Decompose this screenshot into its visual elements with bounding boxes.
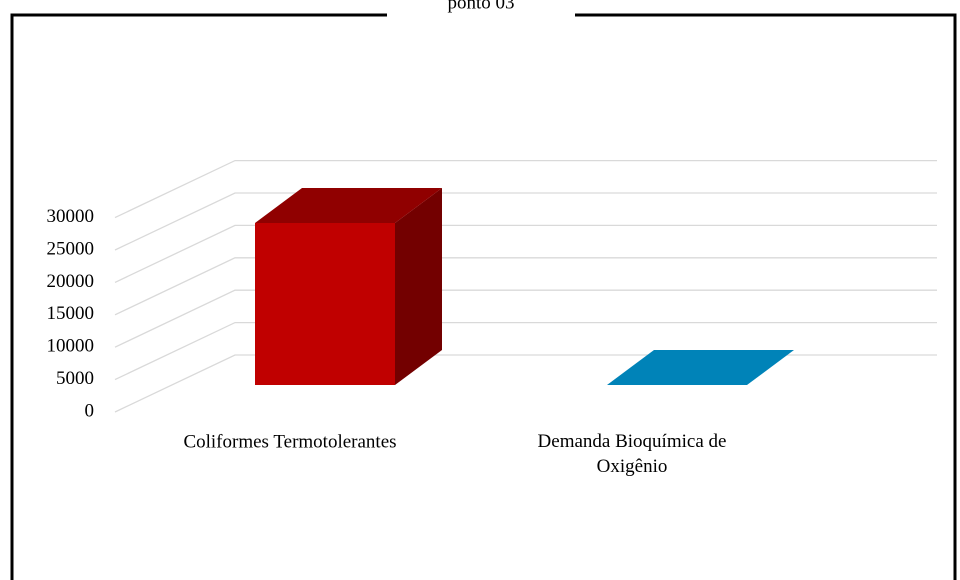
- grid-line: [114, 192, 937, 251]
- grid-line: [114, 321, 937, 381]
- x-tick-label: Demanda Bioquímica de Oxigênio: [538, 431, 727, 477]
- grid-line: [114, 159, 937, 219]
- y-tick-label: 10000: [47, 336, 95, 357]
- y-tick-label: 25000: [47, 238, 95, 259]
- x-tick-label: Coliformes Termotolerantes: [183, 431, 396, 452]
- chart-title: ponto 03: [447, 0, 514, 13]
- bar-side: [395, 188, 442, 385]
- y-tick-label: 0: [85, 400, 95, 421]
- bar-top: [607, 350, 794, 385]
- grid-line: [114, 289, 937, 348]
- x-tick-label-line: Demanda Bioquímica de: [538, 431, 727, 452]
- bar-top: [255, 188, 442, 223]
- y-tick-label: 15000: [47, 303, 95, 324]
- bar: [607, 350, 794, 385]
- grid-line: [114, 257, 937, 316]
- grid-line: [114, 224, 937, 283]
- grid-line: [114, 354, 937, 413]
- y-tick-label: 5000: [56, 368, 94, 389]
- chart-frame: [10, 13, 957, 580]
- bar-front: [255, 223, 395, 385]
- x-tick-label-line: Oxigênio: [597, 456, 668, 477]
- y-tick-label: 30000: [47, 206, 95, 227]
- bar: [255, 188, 442, 385]
- y-tick-label: 20000: [47, 271, 95, 292]
